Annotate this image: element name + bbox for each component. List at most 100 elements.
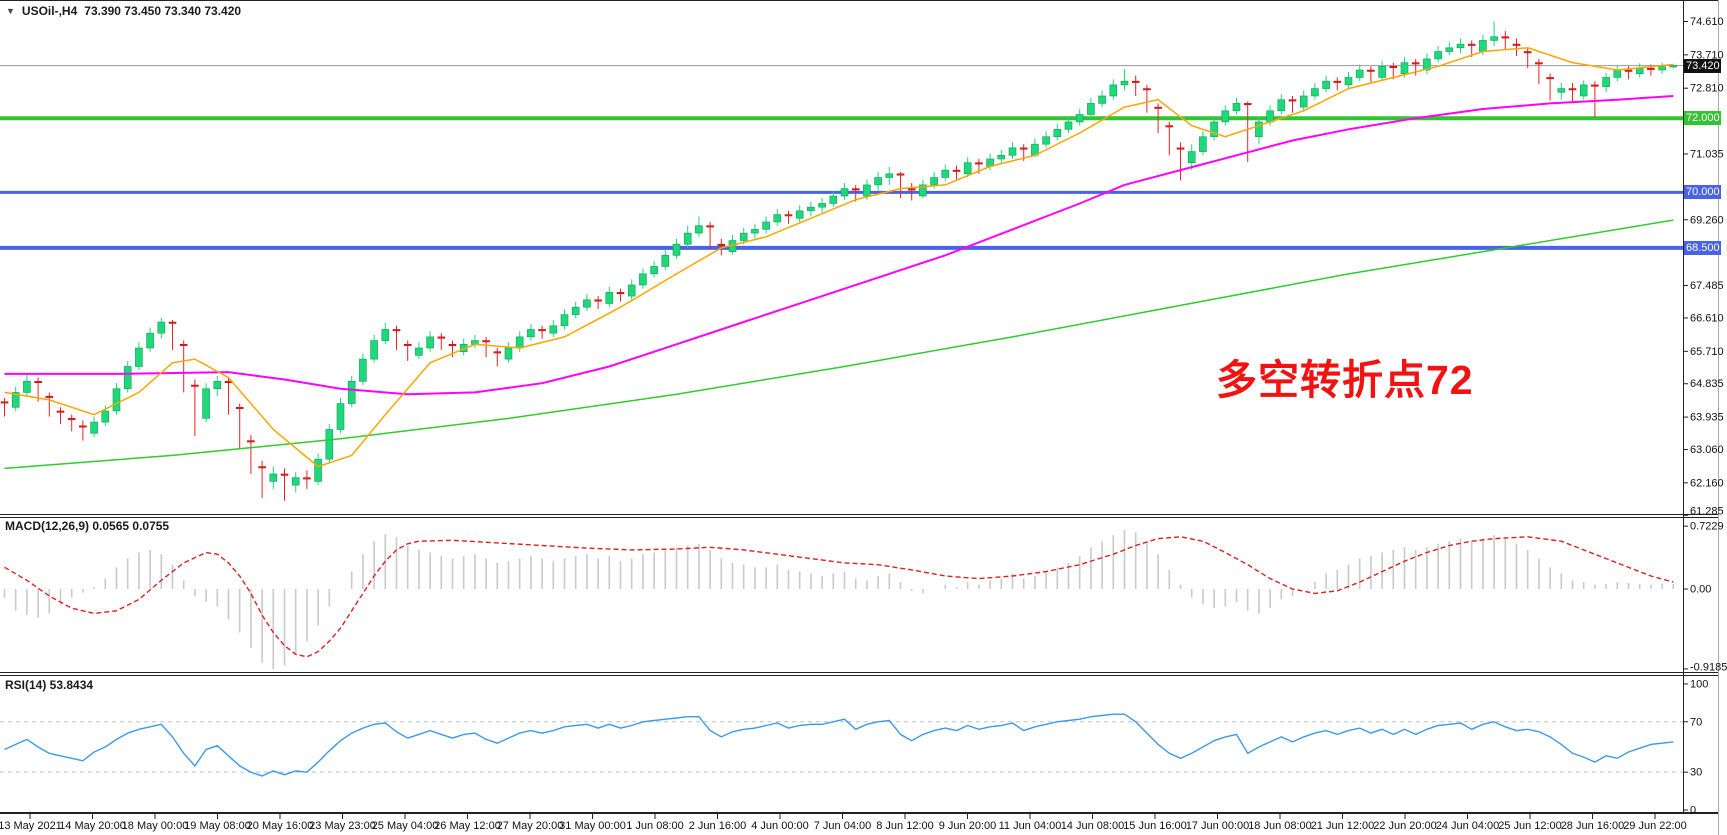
price-tick-label: 65.710 — [1690, 346, 1724, 358]
candle-body — [79, 425, 87, 428]
candle-body — [1075, 114, 1084, 123]
rsi-tick-label: 100 — [1690, 678, 1708, 690]
time-tick-label: 17 Jun 00:00 — [1186, 820, 1250, 832]
rsi-tick-label: 70 — [1690, 716, 1702, 728]
candle-body — [1669, 65, 1678, 68]
time-tick-label: 2 Jun 16:00 — [689, 820, 747, 832]
time-tick-label: 22 Jun 20:00 — [1373, 820, 1437, 832]
candle-body — [325, 429, 334, 460]
candle-body — [1367, 69, 1375, 72]
candle-body — [795, 210, 804, 219]
candle-body — [90, 421, 98, 434]
candle-body — [818, 203, 826, 208]
candle-body — [1613, 69, 1622, 78]
candle-body — [1456, 43, 1465, 49]
price-tick-label: 67.485 — [1690, 280, 1724, 292]
candle-body — [1535, 62, 1543, 65]
candle-body — [639, 273, 647, 286]
candle-body — [1154, 106, 1162, 109]
candle-body — [1210, 121, 1218, 138]
time-tick-label: 14 May 20:00 — [59, 820, 126, 832]
ma-slow-line — [4, 219, 1674, 470]
ma-mid-line — [4, 95, 1674, 396]
candle-body — [202, 388, 210, 419]
candle-body — [907, 188, 916, 191]
time-tick-label: 18 Jun 08:00 — [1248, 820, 1312, 832]
macd-indicator-label: MACD(12,26,9) 0.0565 0.0755 — [5, 519, 170, 533]
candle-body — [504, 347, 513, 360]
candle-body — [1579, 84, 1588, 97]
candle-body — [1053, 129, 1062, 138]
candle-body — [179, 343, 188, 346]
candle-body — [415, 347, 423, 356]
candle-body — [1523, 51, 1532, 54]
candle-body — [1658, 66, 1666, 71]
candle-body — [1467, 43, 1476, 46]
rsi-tick-label: 30 — [1690, 767, 1702, 779]
candle-body — [1165, 125, 1174, 128]
time-tick-label: 13 May 2021 — [0, 820, 62, 832]
candle-body — [191, 384, 199, 387]
candle-body — [695, 225, 703, 234]
time-tick-label: 18 May 00:00 — [122, 820, 189, 832]
candle-body — [101, 410, 110, 423]
price-tick-label: 73.710 — [1690, 49, 1724, 61]
candle-body — [829, 195, 838, 204]
price-tick-label: 62.160 — [1690, 477, 1724, 489]
time-tick-label: 20 May 16:00 — [247, 820, 314, 832]
rsi-line — [4, 713, 1674, 777]
time-tick-label: 11 Jun 04:00 — [999, 820, 1062, 832]
time-tick-label: 28 Jun 16:00 — [1561, 820, 1625, 832]
candle-body — [1042, 136, 1050, 145]
candle-body — [1512, 43, 1521, 46]
candle-body — [258, 466, 266, 469]
time-axis-border — [0, 812, 1718, 814]
candle-body — [583, 299, 591, 308]
candle-body — [1602, 77, 1610, 88]
candle-body — [23, 381, 31, 393]
candle-body — [0, 401, 9, 404]
candle-body — [123, 366, 132, 390]
candle-body — [303, 477, 311, 480]
candle-body — [1311, 88, 1319, 97]
candle-body — [807, 206, 815, 212]
price-tick-label: 64.835 — [1690, 378, 1724, 390]
time-tick-label: 27 May 20:00 — [497, 820, 564, 832]
time-tick-label: 15 Jun 16:00 — [1123, 820, 1187, 832]
candle-body — [493, 351, 502, 354]
candle-body — [885, 173, 894, 178]
candle-body — [515, 336, 524, 349]
candle-body — [751, 229, 759, 234]
candle-body — [482, 340, 490, 343]
candle-body — [1299, 95, 1308, 108]
candle-body — [1355, 69, 1364, 78]
time-tick-label: 19 May 08:00 — [184, 820, 251, 832]
annotation-text: 多空转折点72 — [1216, 357, 1474, 403]
time-tick-label: 25 Jun 12:00 — [1498, 820, 1562, 832]
candle-body — [739, 232, 748, 241]
time-tick-label: 8 Jun 12:00 — [876, 820, 934, 832]
candle-body — [706, 225, 714, 228]
macd-signal-line — [4, 536, 1674, 658]
rsi-indicator-label: RSI(14) 53.8434 — [5, 678, 94, 692]
symbol-header: ▼ USOil-,H4 73.390 73.450 73.340 73.420 — [6, 4, 241, 18]
candle-body — [247, 440, 255, 443]
collapse-chevron-icon[interactable]: ▼ — [6, 6, 15, 16]
candle-body — [1008, 147, 1017, 156]
candle-body — [1221, 110, 1230, 123]
time-tick-label: 24 Jun 04:00 — [1436, 820, 1500, 832]
candle-body — [1344, 77, 1353, 86]
price-tick-label: 61.285 — [1690, 506, 1724, 518]
candle-body — [1019, 147, 1028, 150]
candle-body — [448, 343, 457, 346]
candle-body — [1277, 99, 1286, 112]
candle-body — [650, 266, 658, 275]
candle-body — [403, 343, 412, 346]
candle-body — [1232, 103, 1241, 112]
candle-body — [1322, 80, 1330, 89]
candle-body — [784, 214, 793, 217]
candle-body — [930, 177, 938, 186]
time-tick-label: 29 Jun 22:00 — [1623, 820, 1687, 832]
candle-body — [661, 255, 670, 267]
